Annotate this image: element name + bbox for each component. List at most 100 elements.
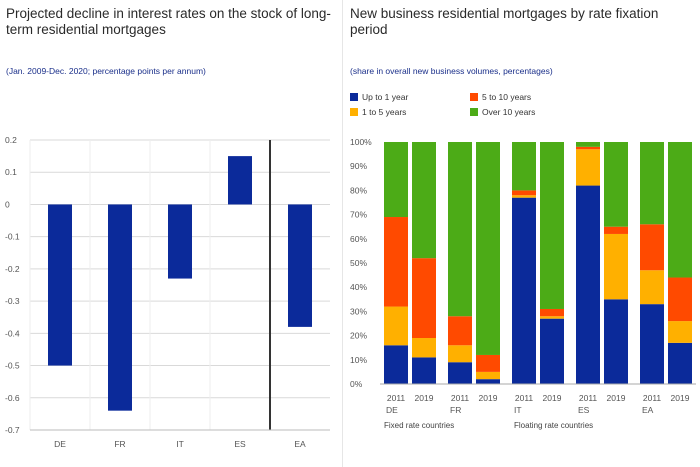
y-tick-label: 0	[5, 199, 10, 209]
bar-de-2011-5-to-10-years	[384, 217, 408, 307]
y-tick-label: 90%	[350, 161, 367, 171]
bar-ea-2011-1-to-5-years	[640, 270, 664, 305]
legend-swatch-over-10-years	[470, 108, 478, 116]
bar-it-2019-up-to-1-year	[540, 318, 564, 384]
y-tick-label: 60%	[350, 234, 367, 244]
bar-de-2019-5-to-10-years	[412, 258, 436, 339]
interest-rate-decline-bar-chart: 0.2 0.1 0 -0.1 -0.2 -0.3 -0.4 -0.5 -0.6 -0.7 DE FR I…	[5, 135, 330, 449]
y-tick-label: 80%	[350, 185, 367, 195]
y-tick-label: -0.4	[5, 328, 20, 338]
x-country-label: IT	[514, 405, 522, 415]
bar-fr-2019-over-10-years	[476, 142, 500, 355]
bar-fr-2019-1-to-5-years	[476, 371, 500, 380]
left-chart-subtitle: (Jan. 2009-Dec. 2020; percentage points …	[6, 66, 206, 76]
legend-label-1-to-5-years: 1 to 5 years	[362, 107, 407, 117]
y-tick-label: -0.5	[5, 361, 20, 371]
bar-fr-2011-1-to-5-years	[448, 345, 472, 363]
bar-es-2019-up-to-1-year	[604, 299, 628, 384]
group-label-fixed: Fixed rate countries	[384, 421, 454, 430]
legend-swatch-1-to-5-years	[350, 108, 358, 116]
y-tick-label: 0.1	[5, 167, 17, 177]
legend-label-up-to-1-year: Up to 1 year	[362, 92, 409, 102]
legend-item-over-10-years: Over 10 years	[470, 107, 535, 117]
bar-ea-2019-5-to-10-years	[668, 277, 692, 322]
bar-it	[168, 204, 192, 279]
bar-es-2011-over-10-years	[576, 142, 600, 147]
bar-de-2011-1-to-5-years	[384, 306, 408, 346]
bar-es-2019-1-to-5-years	[604, 233, 628, 300]
x-year-label: 2011	[451, 393, 470, 403]
bar-es-2011-up-to-1-year	[576, 185, 600, 384]
y-tick-label: -0.6	[5, 393, 20, 403]
bar-ea-2019-up-to-1-year	[668, 342, 692, 384]
y-tick-label: 10%	[350, 355, 367, 365]
x-tick-label: FR	[114, 439, 125, 449]
bar-de-2019-up-to-1-year	[412, 357, 436, 384]
y-tick-label: 70%	[350, 210, 367, 220]
bar-ea	[288, 204, 312, 327]
left-panel: Projected decline in interest rates on t…	[0, 0, 342, 467]
bar-it-2019-1-to-5-years	[540, 316, 564, 319]
bar-es-2019-over-10-years	[604, 142, 628, 227]
x-country-label: FR	[450, 405, 461, 415]
y-tick-label: 20%	[350, 331, 367, 341]
group-label-floating: Floating rate countries	[514, 421, 593, 430]
bar-es	[228, 156, 252, 205]
legend-item-5-to-10-years: 5 to 10 years	[470, 92, 531, 102]
x-tick-label: ES	[234, 439, 246, 449]
bar-es-2019-5-to-10-years	[604, 226, 628, 234]
bar-it-2019-over-10-years	[540, 142, 564, 309]
x-year-label: 2011	[387, 393, 406, 403]
bar-fr-2019-up-to-1-year	[476, 379, 500, 384]
bar-ea-2019-1-to-5-years	[668, 321, 692, 343]
legend-swatch-5-to-10-years	[470, 93, 478, 101]
y-tick-label: 0.2	[5, 135, 17, 145]
bar-it-2011-1-to-5-years	[512, 195, 536, 198]
x-year-label: 2019	[543, 393, 562, 403]
y-tick-label: 100%	[350, 137, 372, 147]
right-chart-subtitle: (share in overall new business volumes, …	[350, 66, 553, 76]
x-year-label: 2011	[515, 393, 534, 403]
x-tick-label: IT	[176, 439, 184, 449]
y-tick-label: -0.1	[5, 232, 20, 242]
y-tick-label: 50%	[350, 258, 367, 268]
legend-item-1-to-5-years: 1 to 5 years	[350, 107, 406, 117]
legend-label-over-10-years: Over 10 years	[482, 107, 536, 117]
bar-it-2011-up-to-1-year	[512, 197, 536, 384]
y-tick-label: 30%	[350, 306, 367, 316]
x-tick-label: DE	[54, 439, 66, 449]
bar-fr-2011-over-10-years	[448, 142, 472, 317]
panel-divider	[342, 0, 343, 467]
bar-es-2011-5-to-10-years	[576, 146, 600, 150]
bar-it-2011-5-to-10-years	[512, 190, 536, 196]
bar-fr	[108, 204, 132, 411]
y-tick-label: 0%	[350, 379, 363, 389]
x-year-label: 2011	[579, 393, 598, 403]
y-tick-label: -0.7	[5, 425, 20, 435]
y-tick-label: -0.3	[5, 296, 20, 306]
bar-ea-2011-5-to-10-years	[640, 224, 664, 271]
bar-de-2011-over-10-years	[384, 142, 408, 218]
y-tick-label: 40%	[350, 282, 367, 292]
legend-label-5-to-10-years: 5 to 10 years	[482, 92, 532, 102]
bar-de-2011-up-to-1-year	[384, 345, 408, 384]
left-chart-title: Projected decline in interest rates on t…	[6, 6, 331, 37]
bar-fr-2011-up-to-1-year	[448, 362, 472, 384]
bar-es-2011-1-to-5-years	[576, 149, 600, 186]
legend-swatch-up-to-1-year	[350, 93, 358, 101]
legend-item-up-to-1-year: Up to 1 year	[350, 92, 408, 102]
bar-de	[48, 204, 72, 366]
right-panel: New business residential mortgages by ra…	[346, 0, 700, 467]
rate-fixation-stacked-bar-chart: 0% 10% 20% 30% 40% 50% 60% 70% 80% 90% 100% 2011 201…	[350, 137, 696, 430]
bar-it-2019-5-to-10-years	[540, 308, 564, 317]
right-chart-title: New business residential mortgages by ra…	[350, 6, 659, 37]
bar-ea-2011-over-10-years	[640, 142, 664, 225]
bar-de-2019-1-to-5-years	[412, 338, 436, 358]
x-year-label: 2019	[415, 393, 434, 403]
bar-ea-2011-up-to-1-year	[640, 304, 664, 384]
y-tick-label: -0.2	[5, 264, 20, 274]
x-country-label: DE	[386, 405, 398, 415]
bar-ea-2019-over-10-years	[668, 142, 692, 278]
bar-fr-2011-5-to-10-years	[448, 316, 472, 346]
bar-de-2019-over-10-years	[412, 142, 436, 259]
